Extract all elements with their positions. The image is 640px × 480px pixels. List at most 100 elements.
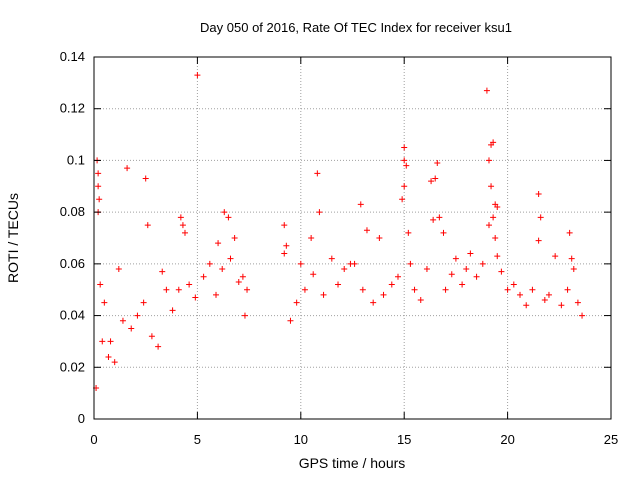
- data-point: [231, 235, 238, 241]
- data-point: [535, 191, 542, 198]
- data-point: [574, 299, 581, 306]
- y-tick-label: 0.08: [60, 204, 85, 219]
- data-point: [541, 297, 548, 304]
- plot-area: [93, 72, 586, 391]
- data-point: [200, 273, 207, 280]
- data-point: [452, 255, 459, 262]
- data-point: [281, 250, 288, 257]
- data-point: [239, 273, 246, 280]
- data-point: [97, 281, 104, 288]
- data-point: [388, 281, 395, 288]
- data-point: [467, 250, 474, 257]
- data-point: [566, 229, 573, 236]
- data-point: [213, 291, 220, 298]
- data-point: [490, 139, 497, 146]
- data-point: [287, 317, 294, 324]
- x-tick-label: 15: [397, 432, 411, 447]
- x-tick-label: 20: [500, 432, 514, 447]
- data-point: [96, 196, 103, 203]
- data-point: [351, 260, 358, 267]
- data-point: [281, 222, 288, 229]
- x-axis-label: GPS time / hours: [299, 455, 406, 471]
- data-point: [380, 291, 387, 298]
- data-point: [459, 281, 466, 288]
- data-point: [479, 260, 486, 267]
- data-point: [490, 214, 497, 221]
- data-point: [192, 294, 199, 301]
- data-point: [552, 253, 559, 260]
- x-tick-label: 10: [294, 432, 308, 447]
- data-point: [219, 266, 226, 273]
- data-point: [394, 273, 401, 280]
- x-tick-label: 25: [604, 432, 618, 447]
- data-point: [128, 325, 135, 332]
- data-point: [370, 299, 377, 306]
- data-point: [579, 312, 586, 319]
- data-point: [308, 235, 315, 241]
- y-tick-label: 0.04: [60, 308, 85, 323]
- data-point: [545, 291, 552, 298]
- data-point: [448, 271, 455, 278]
- data-point: [163, 286, 170, 293]
- data-point: [316, 209, 323, 216]
- data-point: [407, 260, 414, 267]
- data-point: [155, 343, 162, 350]
- data-point: [442, 286, 449, 293]
- x-tick-label: 0: [90, 432, 97, 447]
- data-point: [434, 160, 441, 167]
- data-point: [401, 183, 408, 190]
- data-point: [115, 266, 122, 273]
- y-tick-label: 0.06: [60, 256, 85, 271]
- data-point: [494, 253, 501, 260]
- data-point: [485, 157, 492, 164]
- data-point: [428, 178, 435, 185]
- data-point: [463, 266, 470, 273]
- data-point: [215, 240, 222, 247]
- data-point: [124, 165, 131, 172]
- y-axis-label: ROTI / TECUs: [5, 193, 21, 283]
- data-point: [403, 162, 410, 169]
- chart-title: Day 050 of 2016, Rate Of TEC Index for r…: [200, 20, 512, 35]
- data-point: [430, 216, 437, 223]
- data-point: [148, 333, 155, 340]
- data-point: [517, 291, 524, 298]
- data-point: [144, 222, 151, 229]
- data-point: [283, 242, 290, 249]
- data-point: [186, 281, 193, 288]
- data-point: [411, 286, 418, 293]
- data-point: [297, 260, 304, 267]
- data-point: [314, 170, 321, 177]
- data-point: [142, 175, 149, 182]
- data-point: [405, 229, 412, 236]
- data-point: [570, 266, 577, 273]
- data-point: [341, 266, 348, 273]
- data-point: [107, 338, 114, 345]
- y-tick-label: 0.12: [60, 101, 85, 116]
- y-tick-label: 0.02: [60, 359, 85, 374]
- data-point: [537, 214, 544, 221]
- data-point: [225, 214, 232, 221]
- data-point: [111, 359, 118, 366]
- data-point: [235, 278, 242, 285]
- data-point: [221, 209, 228, 216]
- data-point: [376, 235, 383, 241]
- data-point: [492, 235, 499, 241]
- data-point: [423, 266, 430, 273]
- data-point: [95, 183, 102, 190]
- data-point: [169, 307, 176, 314]
- data-point: [485, 222, 492, 229]
- data-point: [399, 196, 406, 203]
- data-point: [134, 312, 141, 319]
- data-point: [328, 255, 335, 262]
- plot-border: [93, 56, 612, 420]
- data-point: [99, 338, 106, 345]
- data-point: [357, 201, 364, 208]
- data-point: [119, 317, 126, 324]
- data-point: [436, 214, 443, 221]
- x-tick-label: 5: [194, 432, 201, 447]
- data-point: [564, 286, 571, 293]
- data-point: [432, 175, 439, 182]
- data-point: [359, 286, 366, 293]
- data-point: [483, 87, 490, 94]
